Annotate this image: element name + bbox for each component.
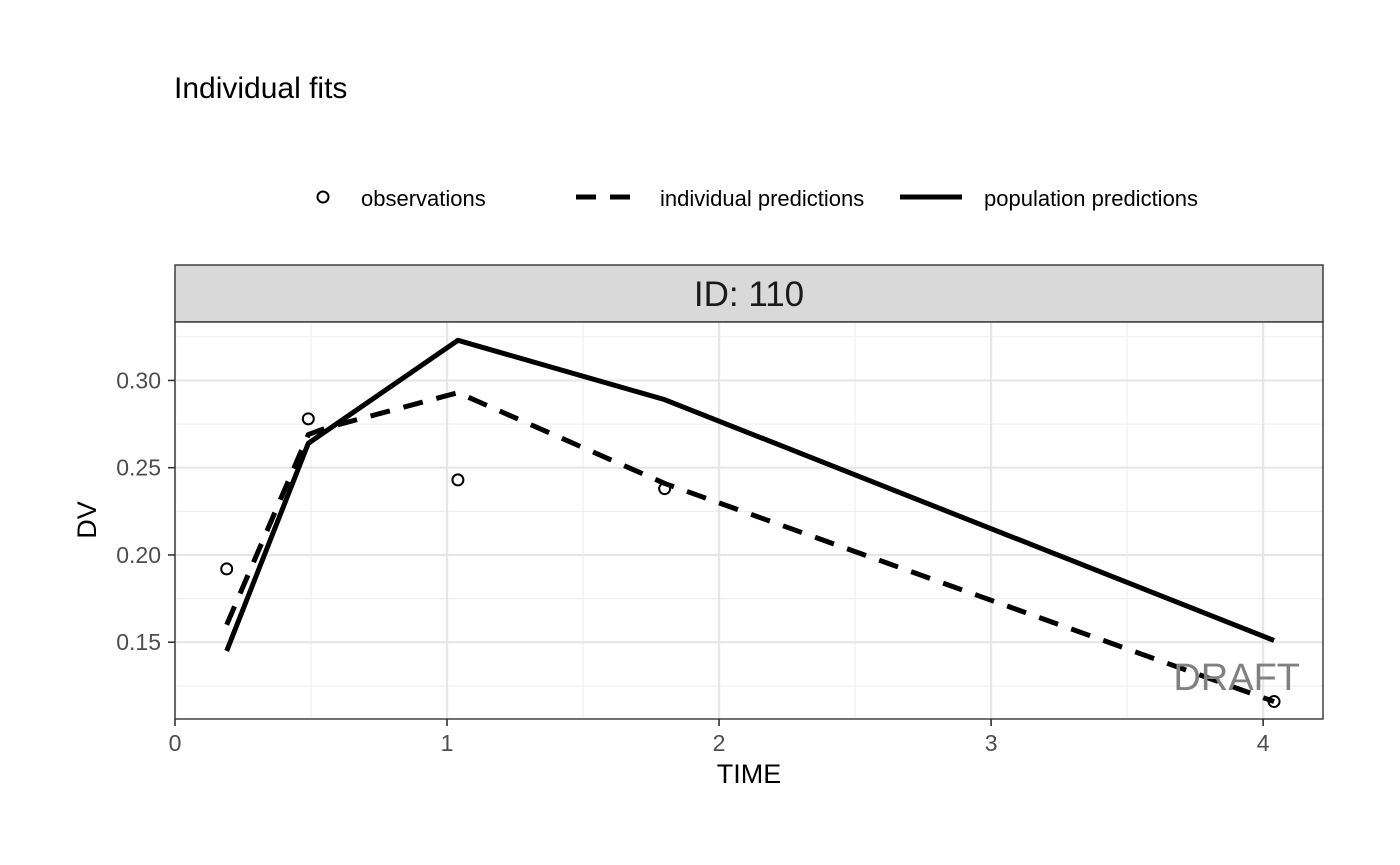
population-predictions-series xyxy=(224,337,1275,652)
legend-population-label: population predictions xyxy=(984,186,1198,211)
legend: observations individual predictions popu… xyxy=(316,186,1198,211)
individual-predictions-line xyxy=(224,390,1275,704)
population-predictions-line xyxy=(224,337,1275,652)
x-axis-title: TIME xyxy=(717,759,782,789)
facet-strip xyxy=(174,264,1324,323)
observations-series xyxy=(220,412,1281,709)
grid-minor xyxy=(175,322,1323,719)
x-tick-label: 1 xyxy=(441,730,454,756)
x-tick-label: 2 xyxy=(713,730,726,756)
legend-observations-label: observations xyxy=(361,186,486,211)
observation-point xyxy=(220,562,234,576)
y-tick-label: 0.25 xyxy=(116,455,161,481)
y-axis: 0.15 0.20 0.25 0.30 xyxy=(116,367,175,655)
observation-point xyxy=(1267,695,1281,709)
watermark: DRAFT xyxy=(1173,657,1300,699)
y-tick-label: 0.15 xyxy=(116,629,161,655)
observation-point xyxy=(658,482,672,496)
observation-point xyxy=(451,473,465,487)
y-tick-label: 0.20 xyxy=(116,542,161,568)
legend-observations-key xyxy=(316,190,330,204)
grid-major xyxy=(173,322,1323,719)
observation-point xyxy=(301,412,315,426)
individual-predictions-series xyxy=(224,390,1275,704)
x-axis: 0 1 2 3 4 xyxy=(169,719,1270,756)
x-tick-label: 4 xyxy=(1257,730,1270,756)
y-tick-label: 0.30 xyxy=(116,367,161,393)
chart-title: Individual fits xyxy=(174,72,347,105)
plot-border xyxy=(174,321,1324,720)
legend-individual-label: individual predictions xyxy=(660,186,864,211)
y-axis-title: DV xyxy=(72,501,102,539)
x-tick-label: 0 xyxy=(169,730,182,756)
x-tick-label: 3 xyxy=(985,730,998,756)
plot-panel xyxy=(175,322,1323,719)
facet-label: ID: 110 xyxy=(694,275,804,314)
